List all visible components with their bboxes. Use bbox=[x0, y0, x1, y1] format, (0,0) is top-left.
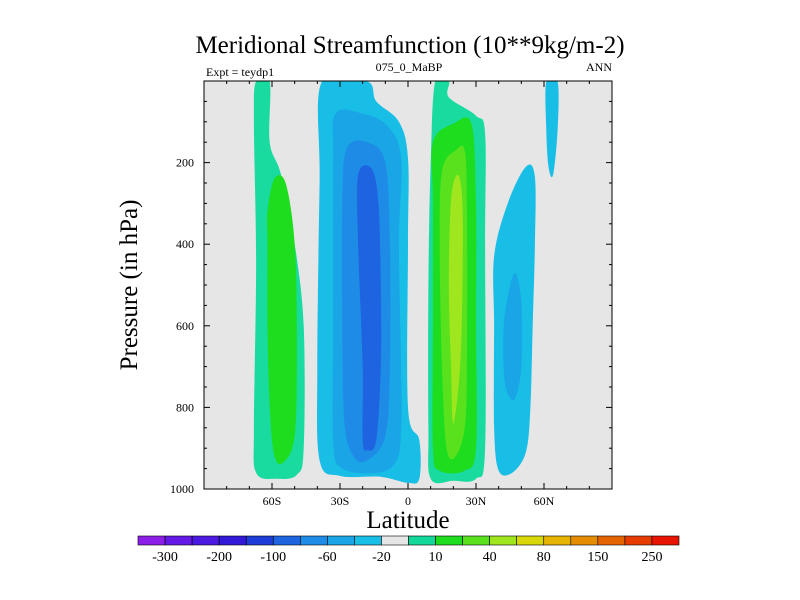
contour-nh-cell-4 bbox=[448, 174, 463, 424]
colorbar-label: 250 bbox=[641, 550, 662, 565]
colorbar-swatch bbox=[543, 535, 572, 546]
colorbar-swatch bbox=[137, 535, 166, 546]
colorbar-swatch bbox=[327, 535, 355, 546]
colorbar-swatch bbox=[408, 535, 436, 546]
tick-layer: 60S 30S 0 30N 60N 200 400 600 800 1000 bbox=[170, 81, 612, 508]
colorbar-swatch bbox=[624, 535, 653, 546]
colorbar-label: -200 bbox=[206, 550, 232, 565]
colorbar-swatch bbox=[570, 535, 599, 546]
colorbar-label: 80 bbox=[537, 550, 551, 565]
y-tick-label: 1000 bbox=[170, 482, 194, 496]
y-tick-label: 600 bbox=[176, 319, 194, 333]
colorbar-swatch bbox=[245, 535, 274, 546]
contour-nh-neg-mid-inner bbox=[503, 272, 523, 401]
colorbar-swatch bbox=[435, 535, 463, 546]
x-axis-label: Latitude bbox=[366, 507, 449, 534]
y-tick-label: 800 bbox=[176, 400, 194, 414]
colorbar-label: -100 bbox=[260, 550, 286, 565]
colorbar-swatch bbox=[651, 535, 680, 546]
x-tick-label: 60S bbox=[263, 494, 282, 508]
colorbar-swatch bbox=[381, 535, 409, 546]
x-tick-label: 30N bbox=[466, 494, 487, 508]
season-label: ANN bbox=[586, 60, 612, 74]
colorbar: -300 -200 -100 -60 -20 10 40 80 150 250 bbox=[137, 535, 680, 565]
colorbar-swatch bbox=[191, 535, 220, 546]
colorbar-label: -300 bbox=[152, 550, 178, 565]
colorbar-label: 10 bbox=[429, 550, 443, 565]
colorbar-label: -20 bbox=[372, 550, 391, 565]
colorbar-swatch bbox=[489, 535, 517, 546]
colorbar-swatch bbox=[516, 535, 545, 546]
x-tick-label: 30S bbox=[331, 494, 350, 508]
x-tick-label: 60N bbox=[534, 494, 555, 508]
y-tick-label: 400 bbox=[176, 237, 194, 251]
period-label: 075_0_MaBP bbox=[376, 60, 443, 74]
x-tick-label: 0 bbox=[405, 494, 411, 508]
colorbar-swatch bbox=[218, 535, 247, 546]
contour-layer bbox=[253, 81, 559, 484]
expt-label: Expt = teydp1 bbox=[206, 65, 274, 79]
contour-tropical-neg-4 bbox=[356, 165, 382, 451]
colorbar-swatch bbox=[354, 535, 382, 546]
y-tick-label: 200 bbox=[176, 156, 194, 170]
colorbar-swatch bbox=[272, 535, 301, 546]
colorbar-swatch bbox=[299, 535, 328, 546]
colorbar-swatch bbox=[462, 535, 490, 546]
y-axis-label: Pressure (in hPa) bbox=[116, 200, 143, 371]
colorbar-swatch bbox=[164, 535, 193, 546]
contour-nh-neg-upper bbox=[545, 81, 559, 178]
colorbar-label: 40 bbox=[483, 550, 497, 565]
colorbar-label: -60 bbox=[318, 550, 337, 565]
contour-sh-cell-inner bbox=[266, 175, 297, 465]
chart-title: Meridional Streamfunction (10**9kg/m-2) bbox=[195, 32, 624, 59]
colorbar-label: 150 bbox=[587, 550, 608, 565]
colorbar-swatch bbox=[597, 535, 626, 546]
